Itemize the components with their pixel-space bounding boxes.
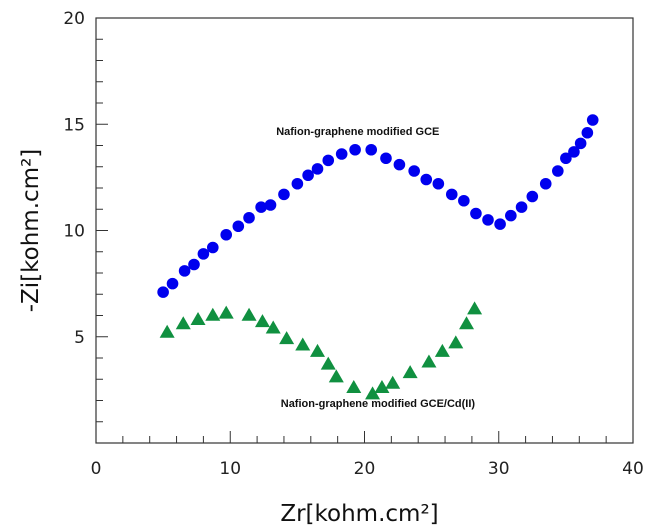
y-tick-label: 10 [63, 222, 85, 242]
chart-annotations-layer: Nafion-graphene modified GCE Nafion-graph… [276, 126, 475, 410]
x-tick-label: 30 [488, 459, 510, 479]
data-point-circle [574, 137, 587, 150]
chart-axis-titles: Zr[kohm.cm²] -Zi[kohm.cm²] [18, 149, 439, 527]
data-point-circle [302, 169, 314, 182]
data-point-triangle [159, 324, 175, 338]
data-point-triangle [421, 354, 437, 368]
data-point-triangle [385, 375, 401, 389]
data-point-circle [365, 143, 378, 156]
data-point-circle [568, 146, 580, 158]
data-point-circle [494, 218, 506, 230]
data-point-triangle [279, 331, 295, 345]
data-point-triangle [241, 307, 257, 321]
data-point-circle [349, 143, 361, 156]
data-point-triangle [374, 379, 390, 393]
data-point-circle [560, 152, 572, 165]
series-annotation-label: Nafion-graphene modified GCE/Cd(II) [281, 398, 476, 410]
data-point-triangle [467, 301, 483, 315]
y-tick-label: 15 [63, 115, 85, 135]
data-point-circle [393, 158, 406, 171]
data-point-triangle [365, 386, 381, 400]
y-tick-label: 20 [63, 9, 85, 29]
data-point-circle [539, 177, 552, 190]
data-point-circle [505, 209, 517, 222]
data-point-triangle [190, 311, 206, 325]
x-tick-label: 40 [622, 459, 644, 479]
data-point-circle [232, 220, 245, 233]
data-point-triangle [295, 337, 311, 351]
series-2 [159, 301, 483, 400]
data-point-triangle [328, 369, 344, 383]
data-point-triangle [205, 307, 221, 321]
data-point-circle [166, 277, 179, 290]
data-point-circle [157, 286, 169, 298]
data-point-circle [206, 241, 219, 254]
data-point-circle [188, 258, 200, 271]
data-point-triangle [265, 320, 281, 334]
chart-series-layer [157, 114, 599, 400]
x-tick-label: 0 [91, 459, 102, 479]
data-point-circle [255, 201, 267, 213]
data-point-circle [197, 248, 210, 260]
data-point-circle [515, 201, 528, 213]
data-point-circle [420, 173, 433, 186]
y-tick-label: 5 [74, 328, 85, 348]
chart-axes: 0 10 20 30 40 5 10 15 20 [63, 9, 643, 479]
data-point-circle [322, 154, 335, 167]
data-point-circle [552, 165, 564, 177]
data-point-circle [408, 165, 420, 177]
data-point-triangle [175, 316, 191, 330]
x-tick-label: 10 [219, 459, 241, 479]
data-point-circle [278, 188, 290, 201]
data-point-triangle [254, 314, 270, 328]
y-axis-title: -Zi[kohm.cm²] [18, 149, 44, 313]
plot-frame [95, 17, 634, 444]
data-point-triangle [346, 379, 362, 393]
data-point-circle [380, 152, 392, 165]
data-point-triangle [218, 305, 234, 319]
data-point-circle [311, 163, 324, 175]
data-point-circle [432, 177, 445, 190]
data-point-circle [335, 148, 348, 160]
data-point-circle [526, 190, 539, 203]
data-point-circle [482, 214, 494, 226]
data-point-circle [470, 207, 482, 220]
data-point-triangle [459, 316, 475, 330]
data-point-circle [581, 126, 594, 139]
series-1 [157, 114, 599, 298]
series-annotation-label: Nafion-graphene modified GCE [276, 126, 439, 138]
data-point-triangle [310, 343, 326, 357]
data-point-triangle [448, 335, 464, 349]
data-point-circle [586, 114, 599, 126]
data-point-circle [220, 228, 233, 241]
data-point-circle [243, 211, 255, 224]
data-point-circle [458, 194, 470, 207]
data-point-circle [178, 265, 191, 277]
data-point-circle [445, 188, 458, 201]
data-point-triangle [402, 365, 418, 379]
x-tick-label: 20 [354, 459, 376, 479]
data-point-circle [291, 177, 304, 190]
data-point-circle [264, 199, 277, 211]
data-point-triangle [434, 343, 450, 357]
x-axis-title: Zr[kohm.cm²] [280, 501, 438, 527]
data-point-triangle [320, 356, 336, 370]
